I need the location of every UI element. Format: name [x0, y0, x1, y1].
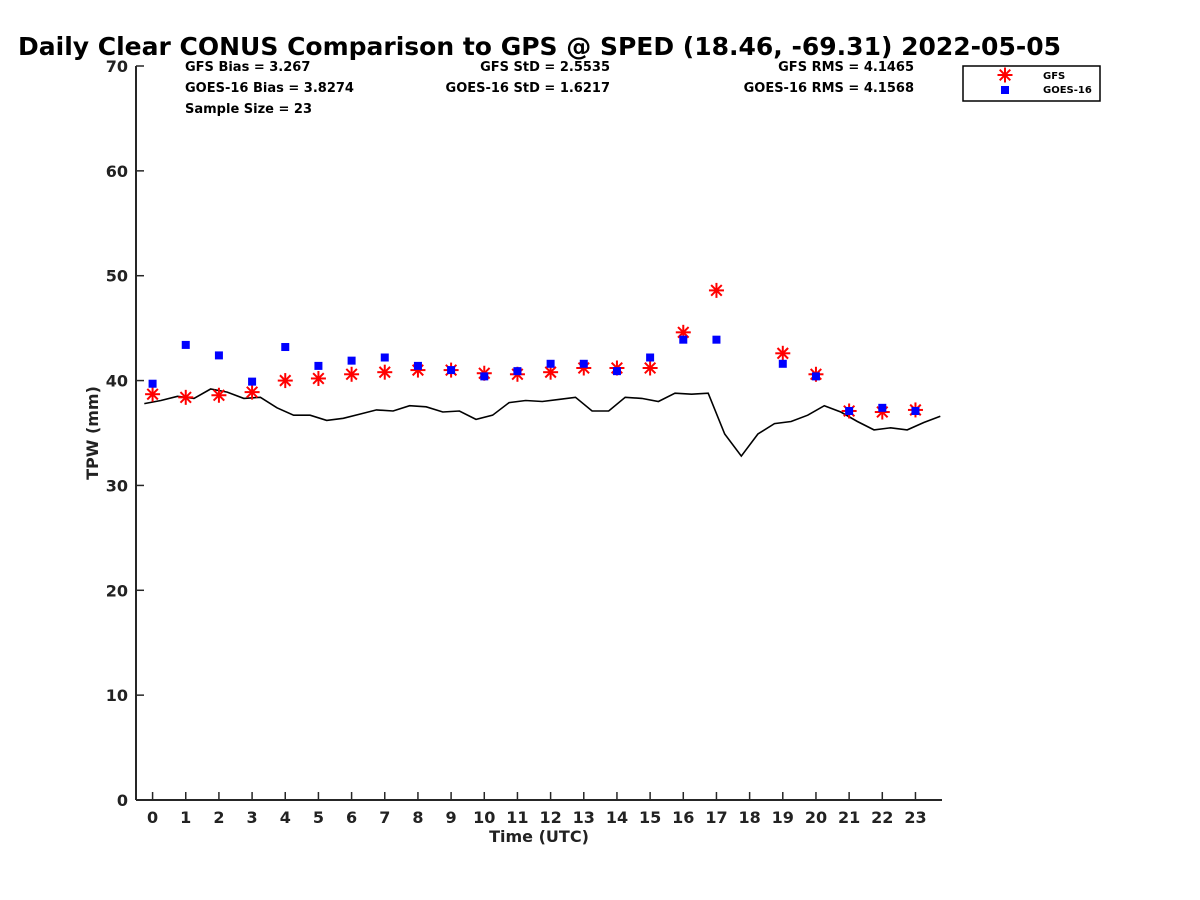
- x-tick-label-6: 6: [346, 808, 357, 827]
- gfs-point-4: [277, 373, 293, 389]
- goes-point-4: [281, 343, 290, 352]
- goes-point-13: [579, 359, 588, 368]
- goes-point-22: [911, 406, 920, 415]
- goes-point-2: [214, 351, 223, 360]
- x-tick-label-17: 17: [705, 808, 727, 827]
- gfs-point-3: [244, 384, 260, 400]
- legend-gfs-label: GFS: [1043, 71, 1065, 82]
- axes: 0 1 2 3 4 5 6 7 8 9 10 11 12 13 14 15 16 17 18 19 20 21 22 2301…: [106, 57, 942, 827]
- stat-goes-rms: GOES-16 RMS = 4.1568: [744, 81, 914, 96]
- goes-point-15: [646, 353, 655, 362]
- goes-point-9: [447, 366, 456, 375]
- stat-goes-bias: GOES-16 Bias = 3.8274: [185, 81, 354, 96]
- y-tick-label-30: 30: [106, 476, 128, 495]
- y-tick-label-20: 20: [106, 581, 128, 600]
- y-tick-label-50: 50: [106, 267, 128, 286]
- x-tick-label-12: 12: [539, 808, 561, 827]
- goes-point-3: [248, 377, 257, 386]
- stat-gfs-std: GFS StD = 2.5535: [480, 60, 610, 75]
- x-tick-label-3: 3: [247, 808, 258, 827]
- goes-point-20: [845, 406, 854, 415]
- x-tick-label-13: 13: [573, 808, 595, 827]
- y-tick-label-40: 40: [106, 372, 128, 391]
- stat-gfs-bias: GFS Bias = 3.267: [185, 60, 310, 75]
- gps-line: [144, 388, 941, 458]
- y-tick-label-10: 10: [106, 686, 128, 705]
- stat-goes-std: GOES-16 StD = 1.6217: [446, 81, 610, 96]
- x-tick-label-11: 11: [506, 808, 528, 827]
- x-axis-label: Time (UTC): [489, 827, 589, 846]
- goes-point-7: [380, 353, 389, 362]
- x-tick-label-20: 20: [805, 808, 827, 827]
- goes-point-5: [314, 361, 323, 370]
- goes-point-12: [546, 359, 555, 368]
- y-tick-label-0: 0: [117, 791, 128, 810]
- x-tick-label-4: 4: [280, 808, 291, 827]
- goes-point-14: [612, 367, 621, 376]
- goes-point-6: [347, 356, 356, 365]
- x-tick-label-10: 10: [473, 808, 495, 827]
- x-tick-label-14: 14: [606, 808, 628, 827]
- x-tick-label-18: 18: [738, 808, 760, 827]
- gfs-point-7: [377, 364, 393, 380]
- goes-series: [148, 335, 920, 415]
- legend-gfs-marker: [997, 67, 1013, 83]
- y-axis-label: TPW (mm): [83, 386, 102, 480]
- goes-point-18: [778, 359, 787, 368]
- x-tick-label-15: 15: [639, 808, 661, 827]
- x-tick-label-5: 5: [313, 808, 324, 827]
- y-tick-label-70: 70: [106, 57, 128, 76]
- goes-point-0: [148, 379, 157, 388]
- goes-point-8: [413, 361, 422, 370]
- goes-point-19: [811, 372, 820, 381]
- gps-series: [144, 388, 941, 458]
- y-tick-label-60: 60: [106, 162, 128, 181]
- x-tick-label-22: 22: [871, 808, 893, 827]
- gfs-point-15: [642, 360, 658, 376]
- goes-point-1: [181, 340, 190, 349]
- x-tick-label-7: 7: [379, 808, 390, 827]
- gfs-point-18: [775, 345, 791, 361]
- x-tick-label-9: 9: [446, 808, 457, 827]
- x-tick-label-0: 0: [147, 808, 158, 827]
- x-tick-label-23: 23: [904, 808, 926, 827]
- gfs-point-6: [344, 366, 360, 382]
- chart-title: Daily Clear CONUS Comparison to GPS @ SP…: [18, 32, 1061, 61]
- legend: GFS GOES-16: [962, 65, 1101, 102]
- goes-point-16: [679, 335, 688, 344]
- legend-goes-label: GOES-16: [1043, 85, 1092, 96]
- x-tick-label-19: 19: [772, 808, 794, 827]
- gfs-point-5: [310, 370, 326, 386]
- gfs-point-2: [211, 387, 227, 403]
- goes-point-21: [878, 403, 887, 412]
- gfs-point-17: [708, 282, 724, 298]
- stat-sample-size: Sample Size = 23: [185, 102, 312, 117]
- goes-point-10: [480, 372, 489, 381]
- x-tick-label-16: 16: [672, 808, 694, 827]
- legend-gfs-asterisk: [997, 67, 1013, 83]
- stat-gfs-rms: GFS RMS = 4.1465: [778, 60, 914, 75]
- gfs-point-0: [145, 386, 161, 402]
- gfs-point-1: [178, 389, 194, 405]
- legend-goes-square: [1001, 86, 1009, 94]
- x-tick-label-1: 1: [180, 808, 191, 827]
- gfs-point-16: [675, 324, 691, 340]
- legend-goes-marker: [1001, 86, 1009, 94]
- x-tick-label-2: 2: [213, 808, 224, 827]
- legend-box: [962, 65, 1101, 102]
- goes-point-11: [513, 367, 522, 376]
- x-tick-label-8: 8: [412, 808, 423, 827]
- goes-point-17: [712, 335, 721, 344]
- x-tick-label-21: 21: [838, 808, 860, 827]
